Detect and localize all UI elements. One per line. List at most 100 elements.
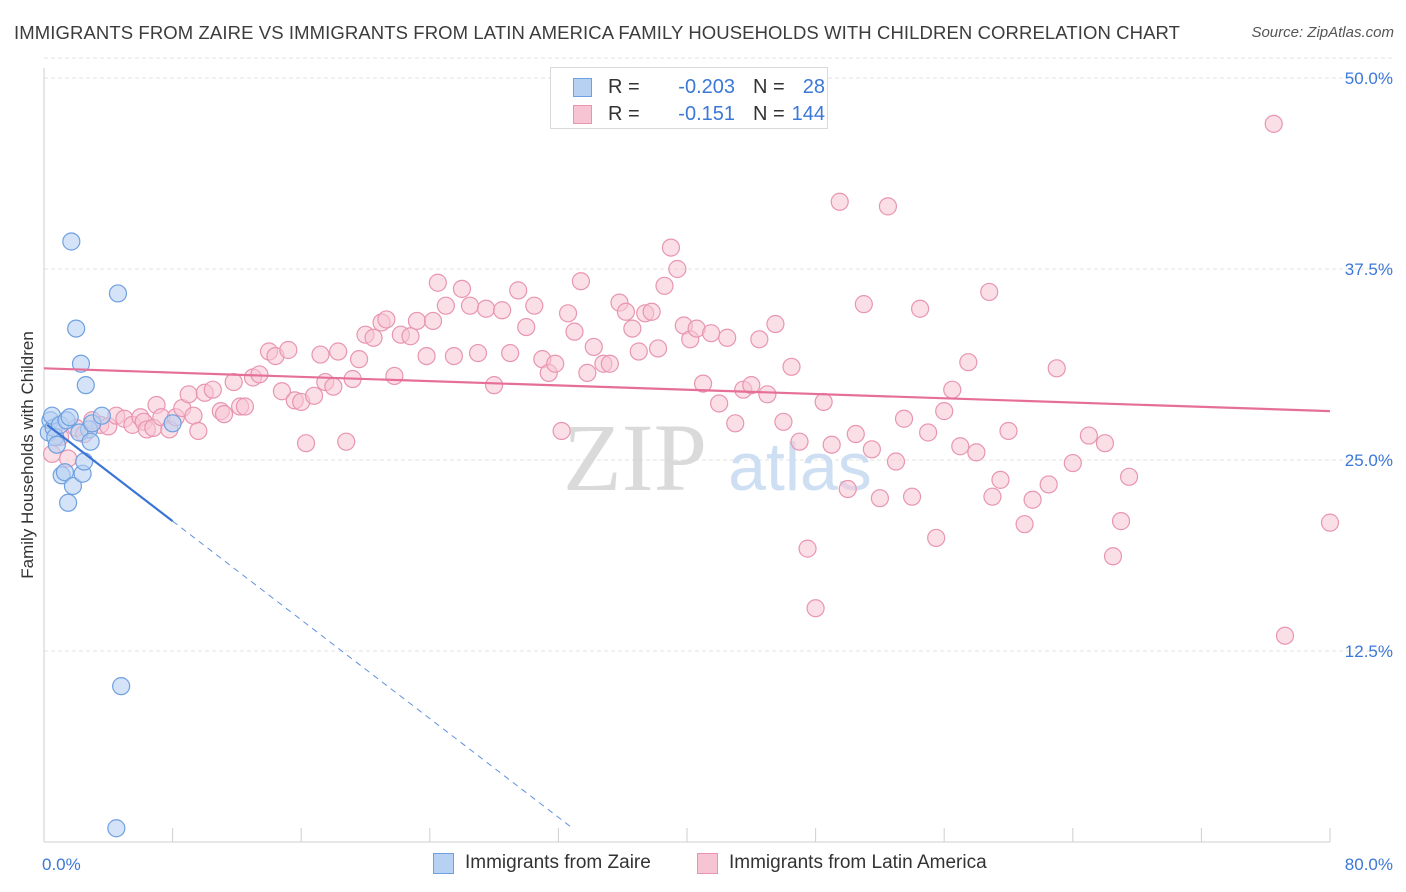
- data-point-latin-america: [951, 437, 970, 456]
- data-point-latin-america: [272, 382, 292, 401]
- chart-title: IMMIGRANTS FROM ZAIRE VS IMMIGRANTS FROM…: [14, 22, 1181, 43]
- data-point-latin-america: [959, 353, 978, 372]
- trend-line-zaire: [46, 423, 174, 522]
- data-point-latin-america: [758, 385, 777, 404]
- data-point-latin-america: [1079, 426, 1098, 445]
- source-label: Source: ZipAtlas.com: [1251, 24, 1394, 41]
- data-point-latin-america: [668, 259, 687, 279]
- gridlines: [44, 57, 1392, 652]
- data-point-latin-america: [1320, 513, 1340, 532]
- data-point-latin-america: [782, 357, 801, 376]
- data-point-latin-america: [846, 424, 865, 444]
- legend-r-label: R =: [608, 76, 640, 98]
- legend-r-value: -0.203: [678, 76, 735, 98]
- data-point-latin-america: [214, 405, 234, 424]
- data-point-latin-america: [894, 409, 914, 428]
- data-point-latin-america: [1103, 547, 1123, 566]
- data-point-latin-america: [184, 406, 203, 425]
- data-point-latin-america: [296, 434, 316, 453]
- data-point-latin-america: [377, 310, 396, 329]
- data-point-zaire: [55, 463, 74, 482]
- data-point-latin-america: [329, 342, 348, 361]
- data-point-latin-america: [1119, 467, 1139, 486]
- data-point-latin-america: [766, 314, 785, 334]
- data-point-latin-america: [902, 487, 922, 506]
- trend-line-latin-america: [43, 367, 1331, 413]
- data-point-latin-america: [830, 192, 849, 211]
- data-point-latin-america: [428, 273, 447, 292]
- data-point-latin-america: [798, 539, 817, 558]
- data-point-latin-america: [999, 421, 1018, 441]
- data-point-latin-america: [726, 414, 745, 433]
- y-tick-label: 25.0%: [1345, 451, 1393, 470]
- data-point-latin-america: [578, 363, 597, 383]
- data-point-latin-america: [525, 296, 544, 315]
- x-tick-label: 0.0%: [42, 855, 81, 874]
- data-point-zaire: [163, 414, 182, 433]
- data-point-latin-america: [436, 296, 455, 315]
- data-point-latin-america: [517, 317, 536, 337]
- data-point-latin-america: [616, 302, 636, 321]
- data-point-latin-america: [401, 327, 420, 346]
- bottom-legend-swatch-latin-america: [697, 853, 718, 874]
- data-point-latin-america: [774, 412, 793, 431]
- data-point-latin-america: [423, 311, 443, 331]
- series-zaire: [39, 232, 182, 838]
- data-point-zaire: [92, 406, 111, 425]
- data-point-latin-america: [702, 324, 721, 343]
- data-point-latin-america: [203, 380, 222, 399]
- data-point-latin-america: [179, 385, 198, 404]
- data-point-latin-america: [642, 302, 661, 321]
- y-tick-label: 37.5%: [1345, 260, 1393, 279]
- data-point-latin-america: [546, 354, 565, 373]
- legend-n-label: N =: [753, 103, 785, 125]
- data-point-latin-america: [571, 272, 591, 291]
- data-point-latin-america: [710, 394, 729, 413]
- data-point-latin-america: [919, 423, 938, 442]
- data-point-latin-america: [1063, 453, 1082, 473]
- data-point-latin-america: [750, 330, 769, 349]
- data-point-latin-america: [648, 339, 668, 358]
- data-point-latin-america: [980, 282, 999, 302]
- data-point-latin-america: [838, 479, 857, 499]
- data-point-zaire: [63, 476, 83, 496]
- legend-n-label: N =: [753, 76, 785, 98]
- data-point-latin-america: [854, 295, 873, 314]
- data-point-latin-america: [584, 337, 603, 357]
- y-tick-label: 12.5%: [1345, 642, 1393, 661]
- series-latin-america: [42, 114, 1340, 645]
- data-point-latin-america: [910, 299, 930, 318]
- data-point-latin-america: [509, 281, 528, 300]
- data-point-latin-america: [600, 354, 619, 373]
- data-point-latin-america: [304, 386, 324, 405]
- data-point-latin-america: [967, 443, 986, 462]
- data-point-latin-america: [983, 487, 1002, 506]
- data-point-latin-america: [385, 366, 404, 386]
- data-point-zaire: [107, 819, 126, 838]
- data-point-latin-america: [460, 296, 480, 315]
- data-point-latin-america: [1264, 114, 1283, 133]
- y-axis-label: Family Households with Children: [18, 331, 37, 579]
- data-point-latin-america: [1023, 490, 1042, 509]
- bottom-legend-swatch-zaire: [433, 853, 454, 874]
- data-point-latin-america: [1039, 475, 1058, 494]
- data-point-zaire: [59, 493, 78, 512]
- data-point-latin-america: [742, 376, 761, 395]
- data-point-zaire: [75, 452, 94, 471]
- data-point-latin-america: [943, 380, 962, 399]
- data-point-zaire: [108, 284, 128, 303]
- legend-r-value: -0.151: [678, 103, 735, 125]
- bottom-legend-label-latin-america: Immigrants from Latin America: [729, 852, 987, 873]
- data-point-latin-america: [364, 328, 383, 347]
- legend-r-label: R =: [608, 103, 640, 125]
- data-point-latin-america: [927, 528, 946, 548]
- data-point-latin-america: [790, 432, 809, 451]
- data-point-zaire: [60, 408, 79, 427]
- data-point-zaire: [47, 435, 66, 454]
- data-point-latin-america: [279, 340, 298, 360]
- watermark-zip: ZIP: [563, 404, 707, 511]
- data-point-zaire: [62, 232, 81, 251]
- data-point-latin-america: [661, 238, 681, 257]
- data-point-latin-america: [655, 276, 674, 295]
